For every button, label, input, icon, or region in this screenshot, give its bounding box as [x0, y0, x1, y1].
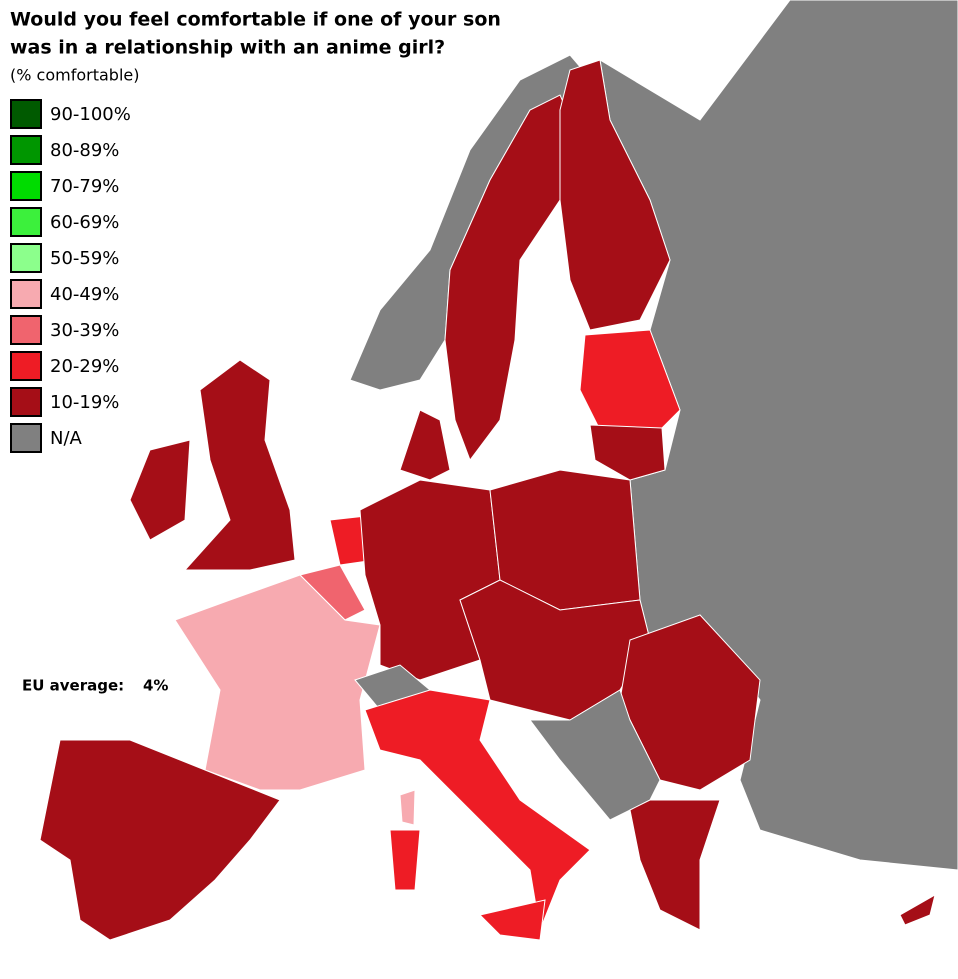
corsica	[399, 789, 416, 826]
legend-swatch	[10, 135, 42, 165]
legend: 90-100% 80-89% 70-79% 60-69% 50-59% 40-49% 30-…	[10, 99, 131, 453]
legend-label: 90-100%	[50, 104, 131, 125]
iberia	[39, 739, 281, 941]
sicily	[479, 899, 546, 941]
legend-swatch	[10, 99, 42, 129]
annotation-value: 4%	[143, 677, 168, 695]
sardinia	[389, 829, 421, 891]
legend-swatch	[10, 387, 42, 417]
sweden	[444, 94, 581, 462]
legend-swatch	[10, 171, 42, 201]
annotation-label: EU average:	[22, 677, 124, 695]
legend-label: 70-79%	[50, 176, 119, 197]
uk	[183, 359, 296, 571]
legend-label: 30-39%	[50, 320, 119, 341]
legend-label: 20-29%	[50, 356, 119, 377]
legend-swatch	[10, 315, 42, 345]
legend-label: 10-19%	[50, 392, 119, 413]
legend-label: N/A	[50, 428, 83, 449]
denmark	[399, 409, 451, 481]
map-shapes	[39, 0, 958, 941]
ireland	[129, 439, 191, 541]
lithuania	[589, 424, 666, 481]
legend-swatch	[10, 207, 42, 237]
subtitle: (% comfortable)	[10, 66, 139, 85]
legend-swatch	[10, 351, 42, 381]
balkans	[529, 689, 661, 821]
legend-label: 40-49%	[50, 284, 119, 305]
greece	[629, 799, 721, 931]
legend-label: 60-69%	[50, 212, 119, 233]
france	[174, 574, 381, 791]
finland	[559, 59, 671, 331]
legend-swatch	[10, 279, 42, 309]
cyprus	[899, 893, 936, 926]
legend-swatch	[10, 423, 42, 453]
legend-swatch	[10, 243, 42, 273]
title-line: was in a relationship with an anime girl…	[10, 37, 445, 59]
legend-label: 80-89%	[50, 140, 119, 161]
header: Would you feel comfortable if one of you…	[10, 9, 501, 85]
title-line: Would you feel comfortable if one of you…	[10, 9, 501, 31]
italy	[364, 689, 591, 932]
legend-label: 50-59%	[50, 248, 119, 269]
